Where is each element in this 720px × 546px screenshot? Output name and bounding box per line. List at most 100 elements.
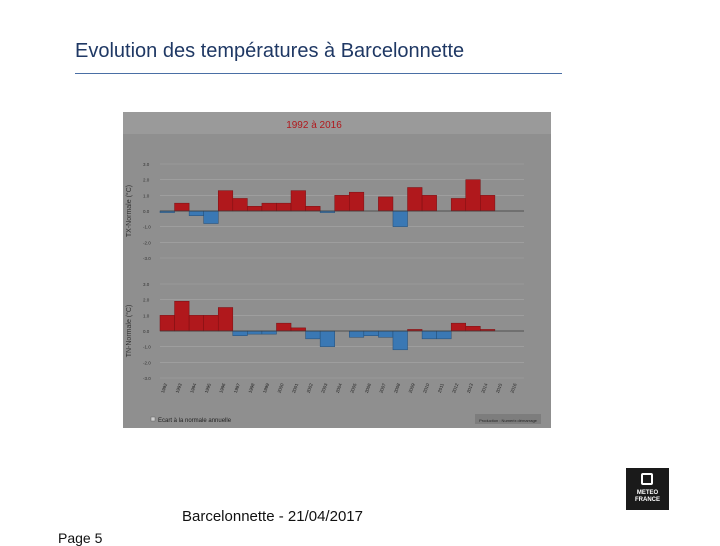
chart-title-band	[123, 112, 551, 134]
x-tick-label: 2012	[451, 382, 459, 394]
logo-line-1: METEO	[636, 490, 659, 496]
x-tick-label: 1999	[262, 382, 270, 394]
legend-right-band	[475, 414, 541, 424]
y-tick-label: -2.0	[143, 240, 151, 245]
x-tick-label: 1992	[160, 382, 168, 394]
bar	[421, 330, 437, 340]
bar	[465, 326, 481, 332]
bar	[203, 315, 219, 332]
bar	[305, 330, 321, 340]
bar	[319, 330, 335, 347]
x-tick-label: 2003	[320, 382, 328, 394]
x-tick-label: 2004	[335, 382, 343, 394]
bar	[392, 210, 408, 227]
bar	[465, 179, 481, 212]
title-divider	[75, 73, 562, 74]
bar	[436, 330, 452, 340]
bar	[450, 198, 467, 212]
bar	[421, 195, 437, 212]
bar	[480, 195, 496, 212]
bar	[217, 190, 234, 212]
x-tick-label: 2008	[393, 382, 401, 394]
footer-text: Barcelonnette - 21/04/2017	[182, 508, 363, 525]
bar	[174, 300, 190, 332]
legend-right-label: Production : Numerix démarrage	[479, 418, 538, 423]
y-tick-label: -1.0	[143, 345, 151, 350]
panel-1: 3.0 2.0 1.0 0.0 -1.0 -2.0 -3.0 TX-Normale (°C)	[125, 162, 524, 261]
bar	[378, 330, 394, 338]
x-tick-label: 2011	[437, 382, 445, 393]
x-tick-label: 2002	[306, 382, 314, 394]
x-tick-label: 2015	[495, 382, 503, 394]
y-tick-label: 3.0	[143, 282, 150, 287]
bar	[159, 315, 175, 332]
x-tick-label: 1994	[189, 382, 197, 394]
bar	[378, 196, 394, 212]
chart-title: 1992 à 2016	[286, 120, 342, 131]
bar	[232, 330, 248, 336]
y-tick-label: 2.0	[143, 298, 150, 303]
bar	[290, 190, 306, 212]
y-tick-label: 0.0	[143, 329, 150, 334]
y-tick-label: -3.0	[143, 256, 151, 261]
temperature-chart: 1992 à 2016 3.0 2.0 1.0 0.0 -1.0 -2.0 -3.0 TX-N…	[123, 112, 551, 428]
x-tick-label: 1997	[233, 382, 241, 394]
x-tick-label: 1998	[247, 382, 255, 394]
bar	[232, 198, 248, 212]
bar	[217, 307, 234, 332]
bar	[247, 206, 263, 212]
y-axis-label: TN-Normale (°C)	[125, 305, 133, 358]
y-tick-label: 1.0	[143, 193, 150, 198]
legend-swatch	[150, 416, 156, 422]
logo-line-2: FRANCE	[635, 497, 660, 503]
y-tick-label: -2.0	[143, 360, 151, 365]
x-tick-label: 1995	[204, 382, 212, 394]
chart-panels: 3.02.01.00.0-1.0-2.0-3.0TX-Normale (°C)3…	[125, 162, 524, 381]
x-tick-label: 2007	[378, 382, 386, 394]
y-axis-label: TX-Normale (°C)	[125, 185, 133, 237]
bar	[188, 315, 204, 332]
x-tick-label: 2010	[422, 382, 430, 394]
page-number: Page 5	[58, 530, 103, 546]
x-tick-label: 2009	[408, 382, 416, 394]
y-tick-label: 0.0	[143, 209, 150, 214]
bar	[203, 210, 219, 224]
bar	[407, 187, 423, 212]
meteo-france-logo: METEO FRANCE	[626, 468, 669, 510]
bar	[305, 206, 321, 212]
slide-title: Evolution des températures à Barcelonnet…	[75, 40, 465, 62]
bar	[290, 327, 306, 332]
y-tick-label: 2.0	[143, 178, 150, 183]
x-tick-label: 2006	[364, 382, 372, 394]
bar	[349, 191, 365, 212]
x-axis: 1992 1993 1994 1995 1996 1997 1998 1999 2000 2001…	[160, 382, 518, 394]
chart-svg: 1992 à 2016 3.0 2.0 1.0 0.0 -1.0 -2.0 -3.0 TX-N…	[123, 112, 551, 428]
y-tick-label: -3.0	[143, 376, 151, 381]
y-tick-label: 3.0	[143, 162, 150, 167]
bar	[276, 202, 292, 212]
bar	[188, 210, 204, 216]
legend-label: Ecart à la normale annuelle	[158, 418, 232, 424]
bar	[261, 202, 277, 212]
panel-2: 3.0 2.0 1.0 0.0 -1.0 -2.0 -3.0 TN-Normale (°C)	[125, 282, 524, 381]
y-tick-label: -1.0	[143, 225, 151, 230]
x-tick-label: 2000	[277, 382, 285, 394]
bar	[363, 330, 379, 336]
bar	[174, 202, 190, 212]
x-tick-label: 1993	[175, 382, 183, 394]
x-tick-label: 2016	[510, 382, 518, 394]
chart-background	[123, 112, 551, 428]
x-tick-label: 2005	[349, 382, 357, 394]
logo-icon	[641, 473, 653, 485]
x-tick-label: 2001	[291, 382, 299, 394]
bar	[261, 330, 277, 335]
x-tick-label: 1996	[218, 382, 226, 394]
x-tick-label: 2013	[466, 382, 474, 394]
bar	[392, 330, 408, 351]
bar	[334, 195, 350, 212]
bar	[247, 330, 263, 335]
bar	[276, 322, 292, 332]
x-tick-label: 2014	[480, 382, 488, 394]
y-tick-label: 1.0	[143, 313, 150, 318]
bar	[450, 322, 467, 332]
